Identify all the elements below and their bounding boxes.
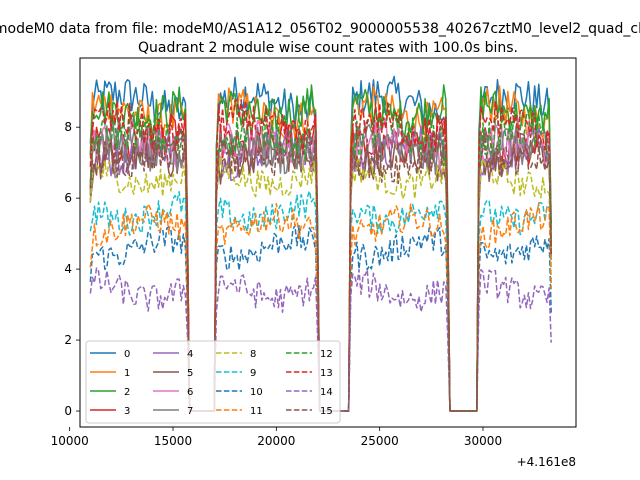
legend-label-11: 11 — [250, 406, 263, 417]
x-tick-label: 30000 — [464, 434, 502, 448]
x-tick-label: 15000 — [154, 434, 192, 448]
y-tick-label: 6 — [64, 191, 72, 205]
x-offset-label: +4.161e8 — [517, 455, 576, 469]
y-tick-label: 2 — [64, 333, 72, 347]
y-tick-label: 8 — [64, 120, 72, 134]
figure-suptitle: Plot of modeM0 data from file: modeM0/AS… — [0, 21, 640, 37]
legend-label-6: 6 — [187, 387, 193, 398]
x-tick-label: 20000 — [257, 434, 295, 448]
legend-label-4: 4 — [187, 349, 193, 360]
legend-label-1: 1 — [124, 368, 130, 379]
x-tick-label: 25000 — [361, 434, 399, 448]
legend-label-7: 7 — [187, 406, 193, 417]
legend-label-2: 2 — [124, 387, 130, 398]
y-tick-label: 0 — [64, 404, 72, 418]
legend-label-13: 13 — [320, 368, 333, 379]
legend-label-15: 15 — [320, 406, 333, 417]
x-tick-label: 10000 — [51, 434, 89, 448]
legend-label-3: 3 — [124, 406, 130, 417]
legend-label-12: 12 — [320, 349, 333, 360]
legend-label-8: 8 — [250, 349, 256, 360]
series-line-13 — [89, 98, 552, 412]
legend-box — [85, 340, 341, 424]
y-axis-ticks: 0 2 4 6 8 — [64, 120, 80, 418]
y-tick-label: 4 — [64, 262, 72, 276]
legend-label-0: 0 — [124, 349, 130, 360]
legend-label-5: 5 — [187, 368, 193, 379]
legend-label-10: 10 — [250, 387, 263, 398]
x-axis-ticks: 10000 15000 20000 25000 30000 — [51, 427, 502, 448]
chart-title: Quadrant 2 module wise count rates with … — [138, 40, 518, 56]
legend-label-14: 14 — [320, 387, 333, 398]
legend-label-9: 9 — [250, 368, 256, 379]
plot-frame — [79, 57, 577, 428]
